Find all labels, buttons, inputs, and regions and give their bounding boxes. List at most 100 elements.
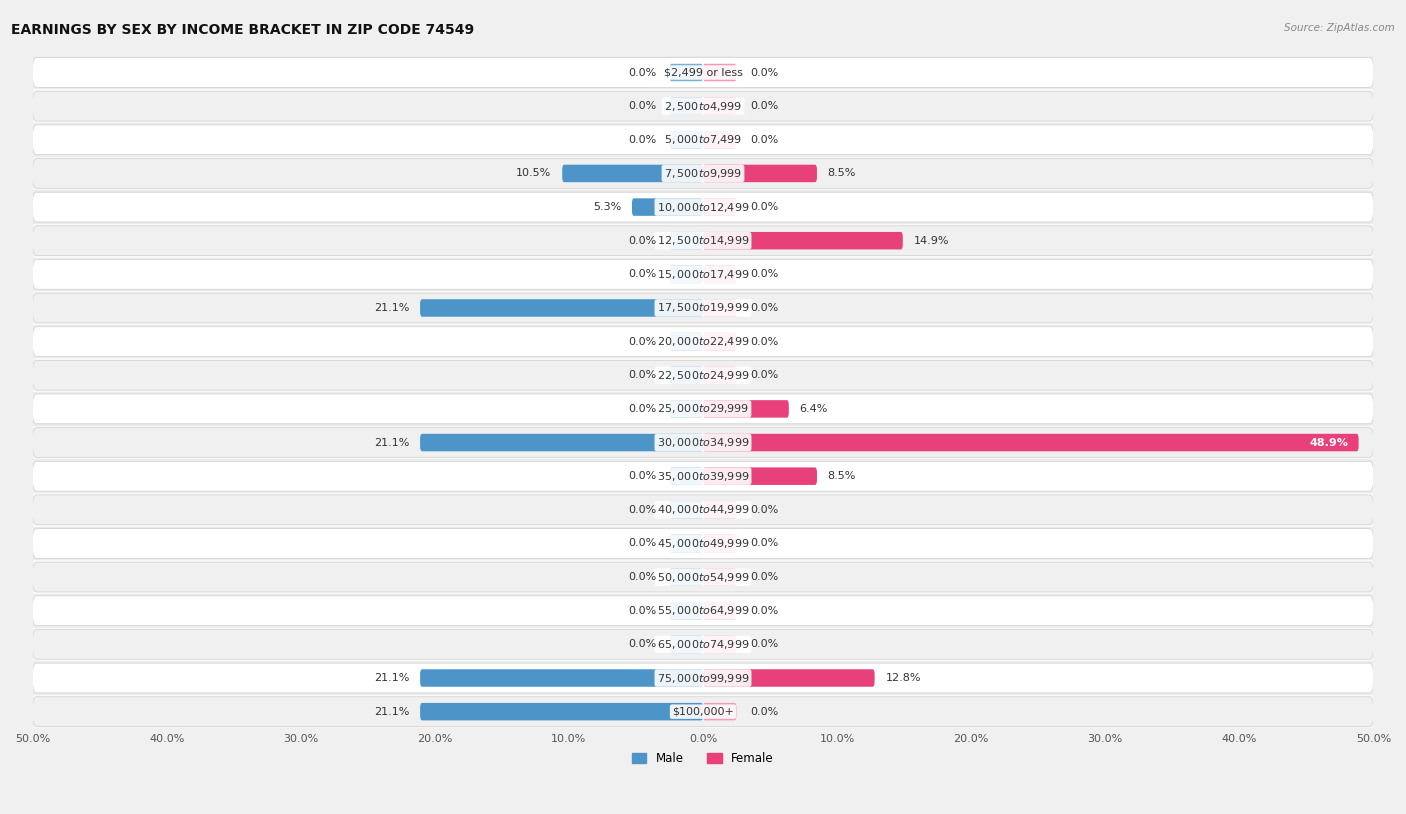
FancyBboxPatch shape — [32, 291, 1374, 325]
Text: $15,000 to $17,499: $15,000 to $17,499 — [657, 268, 749, 281]
Text: 0.0%: 0.0% — [749, 68, 778, 77]
FancyBboxPatch shape — [32, 459, 1374, 493]
FancyBboxPatch shape — [703, 265, 737, 283]
Text: $100,000+: $100,000+ — [672, 707, 734, 716]
FancyBboxPatch shape — [669, 568, 703, 586]
Text: $5,000 to $7,499: $5,000 to $7,499 — [664, 133, 742, 147]
Text: $20,000 to $22,499: $20,000 to $22,499 — [657, 335, 749, 348]
Text: 0.0%: 0.0% — [628, 471, 657, 481]
Text: 8.5%: 8.5% — [828, 471, 856, 481]
FancyBboxPatch shape — [669, 131, 703, 148]
FancyBboxPatch shape — [703, 535, 737, 552]
FancyBboxPatch shape — [703, 467, 817, 485]
FancyBboxPatch shape — [703, 232, 903, 249]
Text: 0.0%: 0.0% — [628, 404, 657, 414]
Text: 0.0%: 0.0% — [749, 135, 778, 145]
FancyBboxPatch shape — [420, 703, 703, 720]
FancyBboxPatch shape — [32, 358, 1374, 392]
Text: $50,000 to $54,999: $50,000 to $54,999 — [657, 571, 749, 584]
FancyBboxPatch shape — [420, 300, 703, 317]
FancyBboxPatch shape — [32, 90, 1374, 123]
Text: 0.0%: 0.0% — [628, 505, 657, 514]
Text: 48.9%: 48.9% — [1309, 438, 1348, 448]
FancyBboxPatch shape — [669, 501, 703, 519]
FancyBboxPatch shape — [703, 164, 817, 182]
FancyBboxPatch shape — [669, 366, 703, 384]
Text: 6.4%: 6.4% — [800, 404, 828, 414]
Legend: Male, Female: Male, Female — [627, 747, 779, 770]
Text: 21.1%: 21.1% — [374, 707, 409, 716]
Text: 21.1%: 21.1% — [374, 303, 409, 313]
FancyBboxPatch shape — [32, 426, 1374, 459]
Text: 10.5%: 10.5% — [516, 168, 551, 178]
Text: $22,500 to $24,999: $22,500 to $24,999 — [657, 369, 749, 382]
Text: 12.8%: 12.8% — [886, 673, 921, 683]
Text: 0.0%: 0.0% — [749, 337, 778, 347]
FancyBboxPatch shape — [669, 265, 703, 283]
FancyBboxPatch shape — [32, 326, 1374, 357]
Text: 0.0%: 0.0% — [628, 135, 657, 145]
FancyBboxPatch shape — [703, 400, 789, 418]
FancyBboxPatch shape — [32, 528, 1374, 558]
FancyBboxPatch shape — [32, 156, 1374, 190]
FancyBboxPatch shape — [32, 159, 1374, 188]
FancyBboxPatch shape — [32, 91, 1374, 121]
FancyBboxPatch shape — [32, 224, 1374, 257]
Text: 0.0%: 0.0% — [749, 639, 778, 650]
FancyBboxPatch shape — [631, 199, 703, 216]
Text: 21.1%: 21.1% — [374, 673, 409, 683]
FancyBboxPatch shape — [32, 596, 1374, 626]
FancyBboxPatch shape — [703, 199, 737, 216]
FancyBboxPatch shape — [32, 257, 1374, 291]
Text: $17,500 to $19,999: $17,500 to $19,999 — [657, 301, 749, 314]
FancyBboxPatch shape — [669, 98, 703, 115]
Text: 0.0%: 0.0% — [749, 538, 778, 549]
FancyBboxPatch shape — [32, 628, 1374, 661]
Text: 0.0%: 0.0% — [628, 538, 657, 549]
Text: 0.0%: 0.0% — [749, 606, 778, 615]
Text: 0.0%: 0.0% — [628, 639, 657, 650]
FancyBboxPatch shape — [32, 394, 1374, 424]
Text: $40,000 to $44,999: $40,000 to $44,999 — [657, 503, 749, 516]
FancyBboxPatch shape — [32, 325, 1374, 358]
Text: 8.5%: 8.5% — [828, 168, 856, 178]
FancyBboxPatch shape — [703, 131, 737, 148]
Text: 0.0%: 0.0% — [628, 101, 657, 112]
FancyBboxPatch shape — [32, 493, 1374, 527]
FancyBboxPatch shape — [420, 434, 703, 451]
Text: $2,500 to $4,999: $2,500 to $4,999 — [664, 99, 742, 112]
Text: 5.3%: 5.3% — [593, 202, 621, 212]
Text: Source: ZipAtlas.com: Source: ZipAtlas.com — [1284, 23, 1395, 33]
Text: 0.0%: 0.0% — [628, 68, 657, 77]
FancyBboxPatch shape — [32, 695, 1374, 729]
Text: $7,500 to $9,999: $7,500 to $9,999 — [664, 167, 742, 180]
Text: $12,500 to $14,999: $12,500 to $14,999 — [657, 234, 749, 247]
Text: 0.0%: 0.0% — [749, 202, 778, 212]
Text: 0.0%: 0.0% — [628, 269, 657, 279]
FancyBboxPatch shape — [32, 495, 1374, 525]
FancyBboxPatch shape — [669, 400, 703, 418]
Text: $55,000 to $64,999: $55,000 to $64,999 — [657, 604, 749, 617]
FancyBboxPatch shape — [562, 164, 703, 182]
FancyBboxPatch shape — [32, 55, 1374, 90]
Text: $30,000 to $34,999: $30,000 to $34,999 — [657, 436, 749, 449]
FancyBboxPatch shape — [32, 629, 1374, 659]
FancyBboxPatch shape — [32, 661, 1374, 695]
FancyBboxPatch shape — [669, 63, 703, 81]
FancyBboxPatch shape — [32, 392, 1374, 426]
Text: $75,000 to $99,999: $75,000 to $99,999 — [657, 672, 749, 685]
FancyBboxPatch shape — [32, 594, 1374, 628]
FancyBboxPatch shape — [703, 602, 737, 619]
Text: 0.0%: 0.0% — [628, 337, 657, 347]
Text: 0.0%: 0.0% — [628, 606, 657, 615]
FancyBboxPatch shape — [669, 602, 703, 619]
FancyBboxPatch shape — [703, 703, 737, 720]
Text: 0.0%: 0.0% — [749, 101, 778, 112]
FancyBboxPatch shape — [32, 58, 1374, 87]
Text: 0.0%: 0.0% — [628, 370, 657, 380]
FancyBboxPatch shape — [669, 636, 703, 653]
Text: EARNINGS BY SEX BY INCOME BRACKET IN ZIP CODE 74549: EARNINGS BY SEX BY INCOME BRACKET IN ZIP… — [11, 23, 474, 37]
FancyBboxPatch shape — [32, 125, 1374, 155]
FancyBboxPatch shape — [32, 427, 1374, 457]
FancyBboxPatch shape — [32, 560, 1374, 594]
